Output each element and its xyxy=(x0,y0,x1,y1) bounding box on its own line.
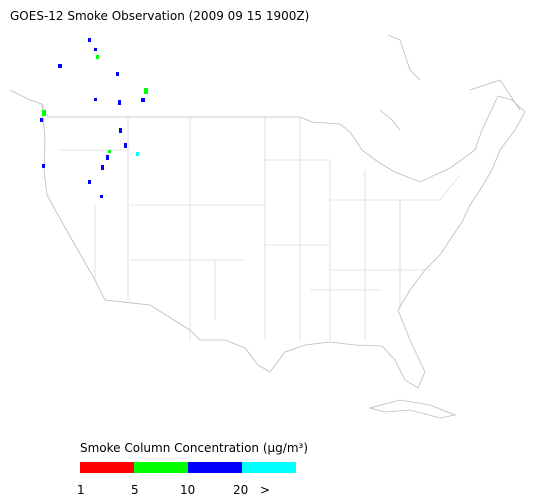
smoke-pixel xyxy=(94,98,97,101)
smoke-pixel xyxy=(108,150,111,153)
smoke-pixel xyxy=(119,128,122,133)
smoke-pixel xyxy=(144,88,148,94)
title: GOES-12 Smoke Observation (2009 09 15 19… xyxy=(10,9,309,23)
smoke-pixel xyxy=(124,143,127,148)
state-lines xyxy=(60,117,461,340)
smoke-pixel xyxy=(118,100,121,105)
smoke-pixel xyxy=(42,164,45,168)
smoke-pixel xyxy=(116,72,119,76)
legend-label: 1 xyxy=(77,483,85,497)
legend-swatch xyxy=(134,462,188,473)
us-outline xyxy=(41,95,526,389)
smoke-pixel xyxy=(106,155,109,160)
smoke-pixel xyxy=(88,38,91,42)
legend-swatch xyxy=(188,462,242,473)
basemap xyxy=(9,34,526,419)
legend-label: 10 xyxy=(180,483,195,497)
smoke-pixel xyxy=(101,165,104,170)
legend-title: Smoke Column Concentration (μg/m³) xyxy=(80,441,308,455)
smoke-pixel xyxy=(42,110,46,116)
legend-label: 5 xyxy=(131,483,139,497)
smoke-pixel xyxy=(58,64,62,68)
cuba xyxy=(368,399,457,419)
legend-label: > xyxy=(260,483,270,497)
smoke-pixel xyxy=(96,55,99,59)
smoke-pixel xyxy=(88,180,91,184)
smoke-pixel xyxy=(94,48,97,51)
smoke-pixel xyxy=(141,98,145,102)
legend-swatch xyxy=(242,462,296,473)
legend-swatch xyxy=(80,462,134,473)
canada-coast xyxy=(9,34,521,131)
legend: 1 5 10 20 > xyxy=(77,462,296,497)
legend-label: 20 xyxy=(233,483,248,497)
smoke-pixel xyxy=(136,152,139,156)
smoke-pixel xyxy=(40,118,43,122)
smoke-pixels xyxy=(40,38,148,198)
smoke-pixel xyxy=(100,195,103,198)
